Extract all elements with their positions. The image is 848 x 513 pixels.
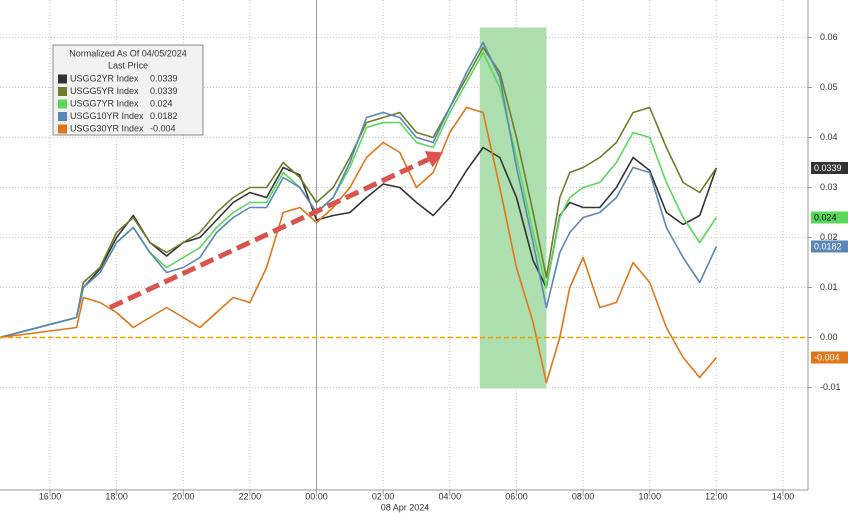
- legend-swatch: [58, 87, 67, 96]
- under-layer: [0, 0, 808, 490]
- legend-label: USGG7YR Index: [70, 98, 139, 108]
- arrow-head: [424, 151, 444, 168]
- x-tick-label: 06:00: [505, 491, 528, 501]
- last-price-tag: [811, 240, 848, 253]
- legend-swatch: [58, 74, 67, 84]
- last-price-label: -0.004: [814, 352, 840, 362]
- series-line: [0, 51, 718, 339]
- y-tick-label: 0.03: [820, 182, 838, 192]
- x-tick-label: 16:00: [39, 491, 62, 501]
- legend-swatch: [58, 124, 67, 134]
- legend-box: [52, 44, 204, 136]
- legend-value: 0.0339: [150, 73, 178, 83]
- legend-swatch: [58, 99, 67, 109]
- legend-subtitle: Last Price: [108, 60, 148, 70]
- x-tick-label: 04:00: [439, 491, 462, 501]
- last-price-tag: [811, 162, 848, 174]
- y-tick-label: 0.02: [820, 232, 838, 242]
- last-price-tag: [811, 211, 848, 224]
- legend-value: 0.024: [150, 98, 173, 108]
- last-price-tag: [811, 351, 848, 364]
- legend-label: USGG10YR Index: [70, 111, 144, 121]
- series-line: [0, 41, 718, 339]
- x-tick-label: 14:00: [772, 491, 795, 501]
- x-tick-label: 22:00: [239, 491, 262, 501]
- last-price-label: 0.0182: [814, 241, 842, 251]
- x-tick-label: 18:00: [105, 491, 128, 501]
- legend-title: Normalized As Of 04/05/2024: [69, 48, 187, 58]
- last-price-label: 0.024: [814, 212, 837, 222]
- arrow-shaft: [108, 156, 430, 310]
- series-line: [0, 146, 718, 339]
- legend: Normalized As Of 04/05/2024 Last Price U…: [52, 44, 204, 136]
- y-tick-label: 0.05: [820, 82, 838, 92]
- legend-value: -0.004: [150, 123, 176, 133]
- over-layer: [0, 151, 808, 339]
- y-tick-label: -0.01: [820, 382, 841, 392]
- legend-label: USGG5YR Index: [70, 86, 139, 96]
- x-tick-label: 12:00: [705, 491, 728, 501]
- y-tick-label: 0.06: [820, 32, 838, 42]
- x-tick-label: 10:00: [638, 491, 661, 501]
- legend-swatch: [58, 112, 67, 121]
- x-tick-label: 08:00: [572, 491, 595, 501]
- legend-label: USGG2YR Index: [70, 73, 139, 83]
- y-tick-label: 0.00: [820, 332, 838, 342]
- lines-layer: [0, 41, 718, 384]
- y-tick-label: 0.04: [820, 132, 838, 142]
- x-tick-label: 02:00: [372, 491, 395, 501]
- y-tick-label: 0.01: [820, 282, 838, 292]
- series-line: [0, 106, 718, 384]
- last-price-label: 0.0339: [814, 163, 842, 173]
- x-tick-label: 20:00: [172, 491, 195, 501]
- legend-value: 0.0339: [150, 86, 178, 96]
- x-sublabel: 08 Apr 2024: [381, 502, 430, 512]
- x-tick-label: 00:00: [305, 491, 328, 501]
- legend-value: 0.0182: [150, 111, 178, 121]
- legend-label: USGG30YR Index: [70, 123, 144, 133]
